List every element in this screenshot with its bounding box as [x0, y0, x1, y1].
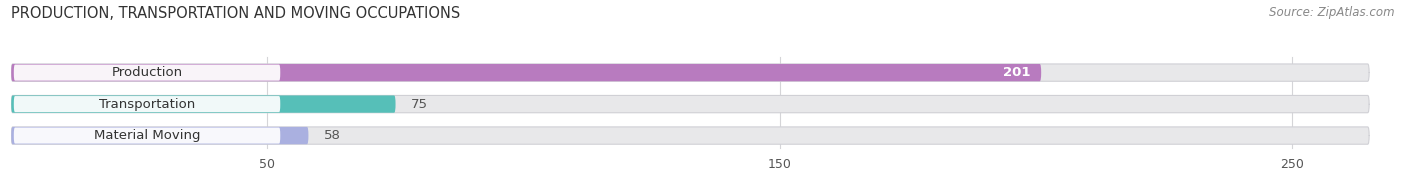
FancyBboxPatch shape — [14, 128, 280, 144]
FancyBboxPatch shape — [11, 64, 1042, 81]
Text: 75: 75 — [411, 98, 427, 111]
FancyBboxPatch shape — [14, 96, 280, 112]
Text: PRODUCTION, TRANSPORTATION AND MOVING OCCUPATIONS: PRODUCTION, TRANSPORTATION AND MOVING OC… — [11, 6, 461, 21]
FancyBboxPatch shape — [11, 127, 1369, 144]
FancyBboxPatch shape — [11, 95, 1369, 113]
Text: 58: 58 — [323, 129, 340, 142]
FancyBboxPatch shape — [11, 64, 1369, 81]
Text: Material Moving: Material Moving — [94, 129, 200, 142]
Text: Transportation: Transportation — [98, 98, 195, 111]
FancyBboxPatch shape — [11, 95, 395, 113]
FancyBboxPatch shape — [14, 65, 280, 81]
Text: Source: ZipAtlas.com: Source: ZipAtlas.com — [1270, 6, 1395, 19]
FancyBboxPatch shape — [11, 127, 308, 144]
Text: Production: Production — [111, 66, 183, 79]
Text: 201: 201 — [1004, 66, 1031, 79]
